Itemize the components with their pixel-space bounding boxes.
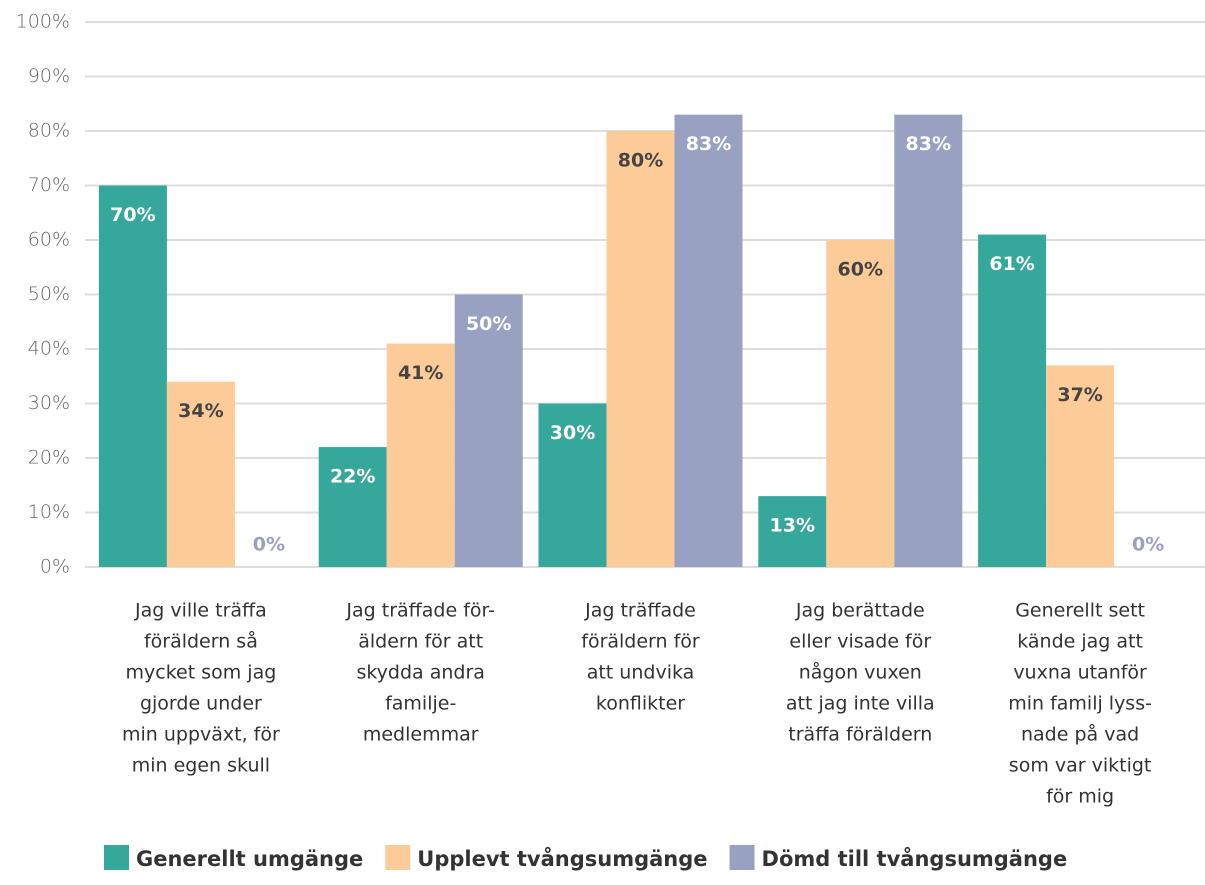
bar [538, 403, 607, 567]
x-tick-label: gjorde under [140, 693, 262, 715]
value-label: 70% [110, 204, 155, 226]
x-tick-label: nade på vad [1021, 723, 1139, 746]
x-tick-label: skydda andra [356, 662, 484, 684]
x-tick-label: medlemmar [363, 724, 479, 746]
y-tick-label: 20% [28, 447, 70, 469]
x-tick-label: någon vuxen [799, 661, 922, 684]
value-label: 37% [1057, 384, 1102, 406]
x-tick-label: för mig [1046, 786, 1114, 808]
x-tick-label: min uppväxt, för [122, 724, 280, 746]
x-tick-label: att undvika [587, 662, 695, 684]
bar [826, 240, 895, 567]
value-label: 13% [770, 515, 815, 537]
x-tick-label: familje- [385, 693, 456, 715]
value-label: 22% [330, 466, 375, 488]
x-tick-label: Jag berättade [795, 600, 925, 622]
x-tick-label: min egen skull [132, 755, 270, 777]
x-tick-label: föräldern för [581, 631, 700, 653]
bar [386, 343, 455, 567]
x-tick-label: eller visade för [789, 631, 931, 653]
x-tick-label: Jag träffade för- [345, 600, 495, 622]
x-tick-label: min familj lyss- [1008, 693, 1152, 715]
value-label: 30% [550, 422, 595, 444]
value-label: 83% [686, 133, 731, 155]
y-tick-label: 90% [28, 65, 70, 87]
x-tick-label: äldern för att [358, 631, 483, 653]
value-label: 41% [398, 362, 443, 384]
value-label: 34% [178, 400, 223, 422]
x-tick-label: vuxna utanför [1013, 662, 1147, 684]
bar [894, 114, 963, 568]
x-tick-label: Generellt sett [1015, 600, 1145, 622]
legend-label: Dömd till tvångsumgänge [762, 846, 1068, 871]
x-tick-label: som var viktigt [1009, 755, 1152, 777]
value-label: 61% [989, 253, 1034, 275]
legend-swatch [104, 845, 129, 870]
x-tick-label: att jag inte villa [786, 693, 935, 715]
y-tick-label: 50% [28, 283, 70, 305]
y-tick-label: 10% [28, 501, 70, 523]
y-tick-label: 80% [28, 120, 70, 142]
bar [318, 447, 387, 567]
legend-swatch [729, 845, 755, 870]
value-label: 0% [253, 534, 285, 556]
y-tick-label: 40% [28, 338, 70, 360]
bar [978, 234, 1047, 568]
value-label: 80% [618, 150, 663, 172]
x-tick-label: kände jag att [1017, 631, 1143, 653]
x-tick-label: konflikter [596, 693, 685, 715]
bar [674, 114, 743, 568]
value-label: 50% [466, 313, 511, 335]
legend-swatch [385, 845, 411, 870]
y-tick-label: 0% [40, 556, 70, 578]
y-tick-label: 60% [28, 229, 70, 251]
legend-label: Upplevt tvångsumgänge [417, 846, 707, 871]
bar [606, 131, 675, 567]
value-label: 0% [1132, 534, 1164, 556]
legend-label: Generellt umgänge [136, 847, 363, 871]
x-tick-label: föräldern så [144, 630, 258, 653]
x-tick-label: mycket som jag [126, 662, 277, 684]
value-label: 83% [906, 133, 951, 155]
bar [98, 185, 167, 567]
x-tick-label: Jag träffade [584, 600, 696, 622]
bar [166, 381, 235, 567]
x-tick-label: träffa föräldern [788, 724, 932, 746]
x-tick-label: Jag ville träffa [134, 600, 267, 622]
bar [454, 294, 523, 567]
bar [758, 496, 827, 567]
value-label: 60% [838, 259, 883, 281]
y-tick-label: 30% [28, 392, 70, 414]
y-tick-label: 100% [16, 11, 70, 33]
y-tick-label: 70% [28, 174, 70, 196]
bar [1046, 365, 1115, 567]
